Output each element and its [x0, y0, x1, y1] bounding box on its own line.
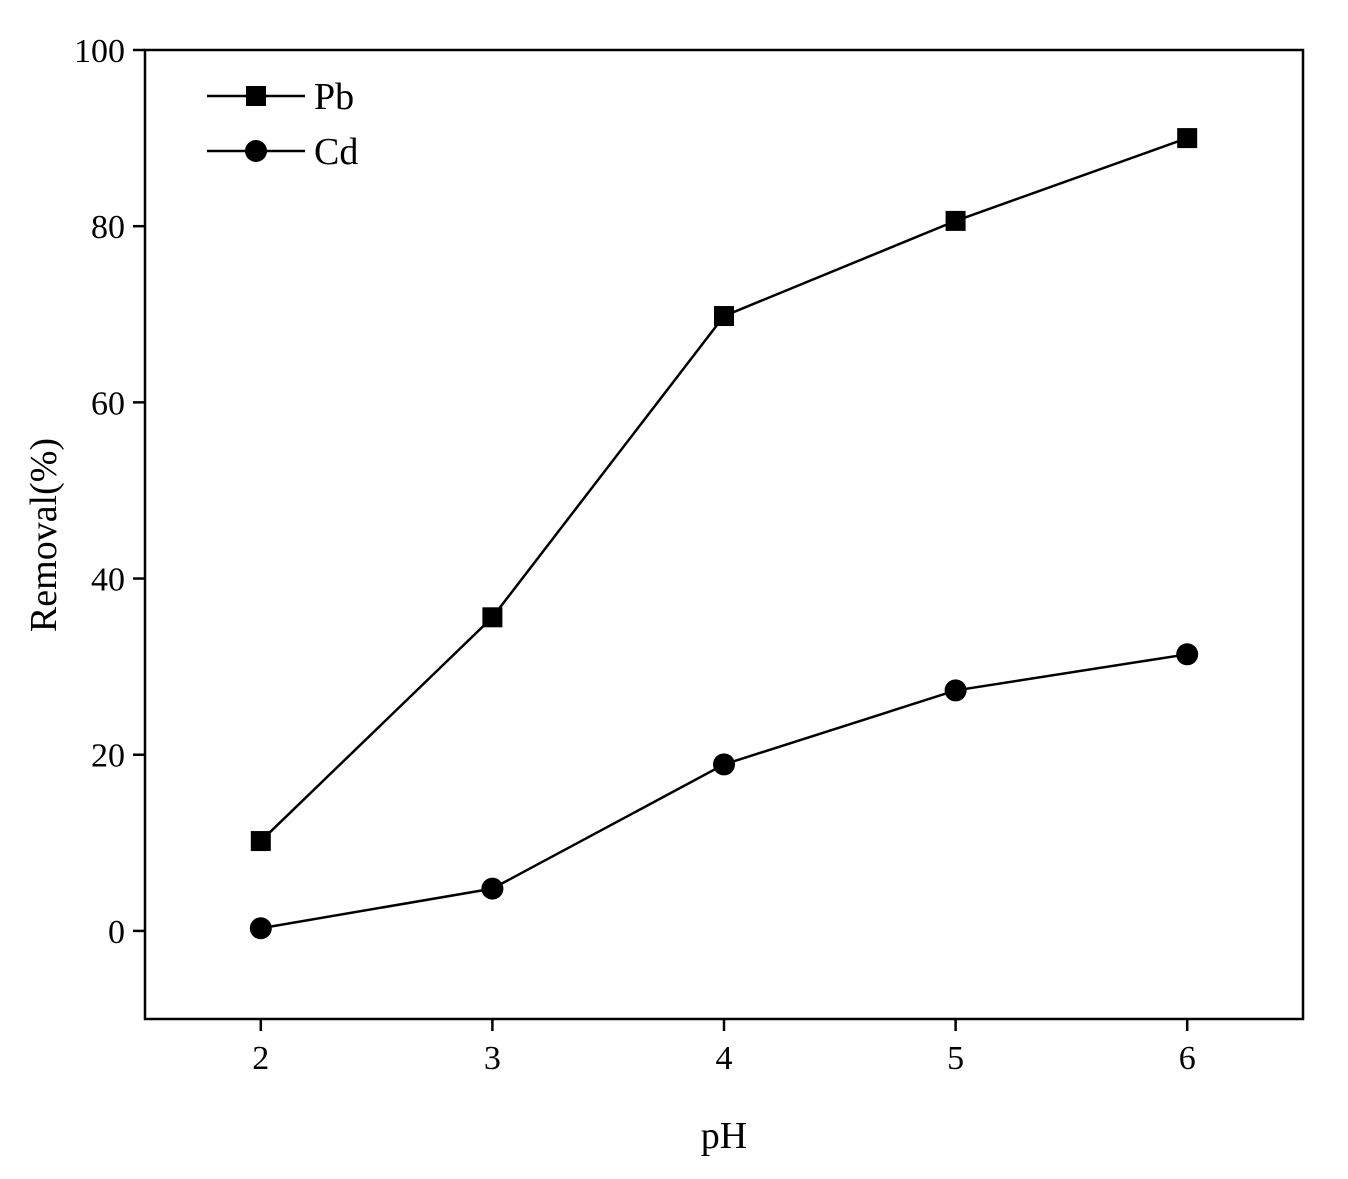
data-point-cd	[713, 753, 735, 776]
legend-label-cd: Cd	[314, 131, 358, 173]
y-tick-label: 60	[91, 385, 125, 422]
x-tick-label: 5	[947, 1040, 964, 1077]
y-tick-label: 0	[108, 914, 125, 951]
legend-label-pb: Pb	[314, 76, 354, 118]
legend-marker-cd	[245, 140, 267, 162]
series-pb	[250, 128, 1198, 852]
y-tick-label: 100	[74, 33, 125, 70]
data-point-cd	[249, 917, 272, 940]
series-line-pb	[259, 136, 1188, 842]
y-tick-label: 40	[91, 562, 125, 599]
data-point-pb	[1177, 128, 1198, 149]
y-tick-label: 80	[91, 209, 125, 246]
data-point-pb	[482, 607, 503, 628]
series-line-cd	[260, 653, 1188, 930]
x-tick-label: 2	[252, 1040, 269, 1077]
data-point-cd	[481, 877, 504, 900]
x-tick-label: 3	[484, 1040, 501, 1077]
data-point-pb	[945, 210, 966, 231]
x-axis-label: pH	[701, 1115, 747, 1157]
data-point-cd	[1176, 643, 1199, 666]
y-axis-label: Removal(%)	[23, 438, 65, 632]
legend: Pb Cd	[207, 76, 358, 173]
x-tick-label: 4	[716, 1040, 733, 1077]
data-point-cd	[944, 679, 967, 702]
y-tick-label: 20	[91, 738, 125, 775]
legend-item-cd: Cd	[207, 131, 358, 173]
plot-frame	[143, 48, 1305, 1021]
legend-item-pb: Pb	[207, 76, 354, 118]
series-layer	[249, 128, 1199, 940]
series-cd	[249, 643, 1199, 940]
data-point-pb	[714, 306, 734, 327]
legend-marker-pb	[246, 86, 266, 106]
data-point-pb	[250, 831, 271, 852]
x-tick-label: 6	[1179, 1040, 1196, 1077]
